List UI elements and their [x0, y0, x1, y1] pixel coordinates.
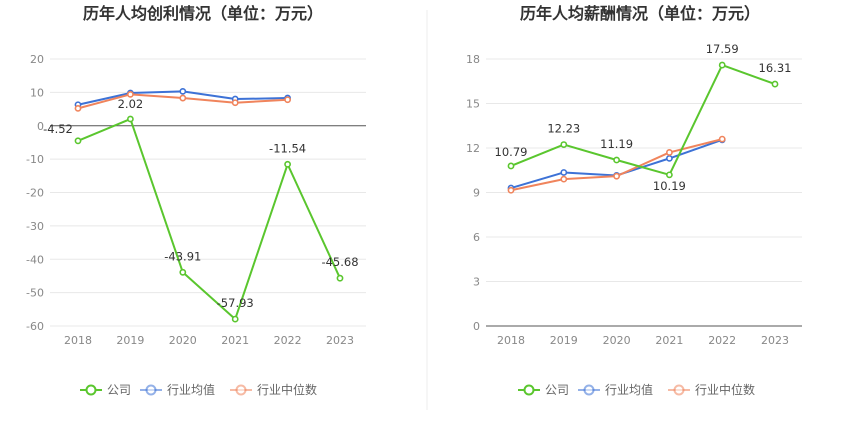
x-tick-label: 2018 — [64, 334, 92, 347]
legend-item-industry-mean[interactable]: 行业均值 — [140, 382, 215, 397]
data-point-company — [560, 141, 568, 148]
x-tick-label: 2023 — [326, 334, 354, 347]
data-point-company — [284, 160, 291, 168]
x-tick-label: 2018 — [497, 334, 525, 347]
legend-marker-icon — [523, 384, 535, 396]
y-tick-label: 3 — [473, 276, 480, 289]
data-label: 10.79 — [495, 145, 528, 159]
x-tick-label: 2020 — [169, 334, 197, 347]
x-tick-label: 2022 — [708, 334, 736, 347]
y-tick-label: 9 — [473, 187, 480, 200]
y-tick-label: 15 — [466, 98, 480, 111]
y-tick-label: 10 — [30, 86, 44, 99]
data-point-company — [718, 61, 726, 69]
legend-label: 行业中位数 — [695, 382, 755, 397]
data-label: 16.31 — [759, 61, 792, 75]
chart-salary: 历年人均薪酬情况（单位：万元） 18 15 12 9 6 3 0 2018 2019 2020 202… — [466, 4, 802, 397]
data-point-company — [771, 80, 779, 88]
data-point-industry-median — [718, 135, 726, 143]
data-label: -57.93 — [217, 296, 254, 310]
data-point-industry-median — [231, 99, 239, 107]
legend-item-industry-median[interactable]: 行业中位数 — [668, 382, 755, 397]
data-point-company — [336, 274, 344, 282]
data-point-company — [179, 268, 187, 276]
data-point-company — [507, 162, 515, 170]
chart-title: 历年人均薪酬情况（单位：万元） — [520, 4, 760, 23]
chart-profit: 历年人均创利情况（单位：万元） 20 10 0 -10 -20 -30 -40 -50 -60 20… — [26, 4, 366, 397]
legend-label: 公司 — [545, 383, 569, 397]
data-label: 2.02 — [118, 97, 144, 111]
legend-marker-icon — [85, 384, 97, 396]
y-tick-label: -20 — [26, 187, 44, 200]
legend-marker-icon — [235, 384, 247, 396]
data-point-company — [126, 115, 134, 123]
legend-marker-icon — [583, 384, 595, 396]
y-tick-label: -60 — [26, 320, 44, 333]
legend-item-company[interactable]: 公司 — [80, 383, 131, 397]
data-point-industry-median — [74, 104, 82, 112]
legend-item-industry-median[interactable]: 行业中位数 — [230, 382, 317, 397]
legend-marker-icon — [673, 384, 685, 396]
x-tick-label: 2021 — [655, 334, 683, 347]
y-tick-label: 0 — [37, 120, 44, 133]
data-point-industry-median — [284, 96, 291, 104]
data-point-industry-median — [126, 90, 134, 98]
data-point-industry-median — [179, 94, 187, 102]
legend-label: 行业均值 — [167, 382, 215, 397]
data-point-company — [231, 315, 239, 323]
data-label: 11.19 — [600, 137, 633, 151]
chart-title: 历年人均创利情况（单位：万元） — [83, 4, 323, 23]
y-tick-label: 18 — [466, 53, 480, 66]
data-point-company — [666, 171, 673, 179]
y-tick-label: -30 — [26, 220, 44, 233]
data-point-industry-median — [560, 175, 568, 183]
y-tick-label: -10 — [26, 153, 44, 166]
data-label: 10.19 — [653, 179, 686, 193]
data-label: 17.59 — [706, 42, 739, 56]
series-line-company — [510, 64, 776, 176]
x-tick-label: 2021 — [221, 334, 249, 347]
legend-label: 行业中位数 — [257, 382, 317, 397]
data-label: -45.68 — [321, 255, 358, 269]
y-tick-label: 12 — [466, 142, 480, 155]
series-line-company — [77, 118, 341, 321]
data-point-industry-mean — [179, 87, 187, 95]
x-tick-label: 2019 — [116, 334, 144, 347]
y-tick-label: 0 — [473, 320, 480, 333]
data-point-industry-median — [507, 186, 515, 194]
y-tick-label: 20 — [30, 53, 44, 66]
data-label: -43.91 — [164, 249, 201, 263]
y-tick-label: 6 — [473, 231, 480, 244]
data-label: 12.23 — [547, 122, 580, 136]
data-point-industry-mean — [666, 154, 673, 162]
x-tick-label: 2023 — [761, 334, 789, 347]
legend-item-company[interactable]: 公司 — [518, 383, 569, 397]
y-tick-label: -40 — [26, 253, 44, 266]
x-tick-label: 2022 — [274, 334, 302, 347]
legend-item-industry-mean[interactable]: 行业均值 — [578, 382, 653, 397]
x-tick-label: 2019 — [550, 334, 578, 347]
data-point-industry-median — [613, 172, 620, 180]
data-point-industry-median — [666, 149, 673, 156]
data-label: -11.54 — [269, 141, 306, 155]
y-tick-label: -50 — [26, 287, 44, 300]
data-label: -4.52 — [43, 122, 73, 136]
legend-label: 行业均值 — [605, 382, 653, 397]
legend-label: 公司 — [107, 383, 131, 397]
data-point-company — [74, 137, 82, 145]
data-point-industry-mean — [560, 169, 568, 176]
data-point-company — [613, 156, 620, 164]
x-tick-label: 2020 — [603, 334, 631, 347]
legend-marker-icon — [145, 384, 157, 396]
